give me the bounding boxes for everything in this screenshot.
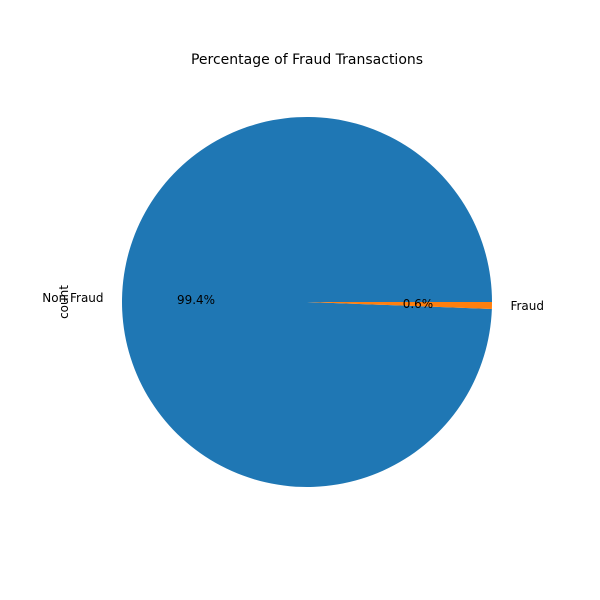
chart-title: Percentage of Fraud Transactions [191,52,423,68]
y-axis-label: count [57,285,71,319]
percent-label: 99.4% [177,293,215,307]
pie-slice-labels: Non Fraud Fraud [42,291,544,313]
slice-label: Non Fraud [42,291,103,305]
percent-label: 0.6% [403,297,434,311]
pie-slice-non-fraud [122,117,492,488]
slice-label: Fraud [510,299,544,313]
pie-slice-fraud [307,302,492,309]
pie-slices [122,117,492,488]
pie-percent-labels: 99.4% 0.6% [177,293,433,311]
